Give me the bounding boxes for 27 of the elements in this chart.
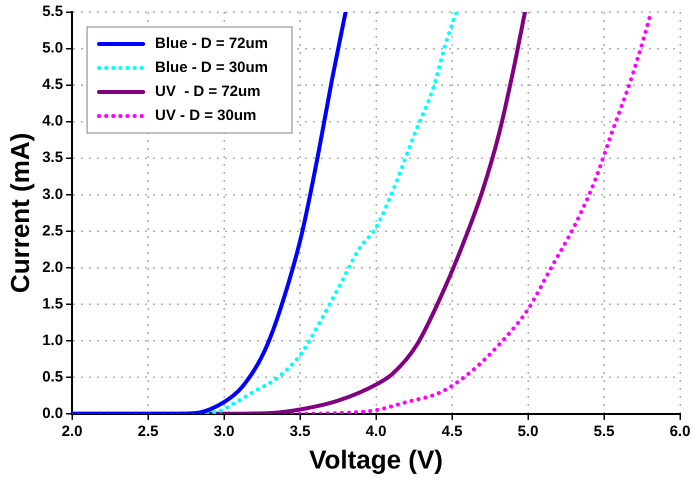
x-axis-title: Voltage (V) <box>309 444 443 475</box>
x-tick-label: 5.0 <box>518 422 538 440</box>
y-tick-label: 5.5 <box>42 3 64 20</box>
y-tick-label: 0.5 <box>42 368 64 386</box>
legend-label: Blue - D = 72um <box>155 35 268 52</box>
y-tick-label: 2.5 <box>42 222 64 240</box>
y-tick-label: 1.5 <box>42 295 64 312</box>
y-tick-label: 3.0 <box>42 186 64 203</box>
x-tick-label: 5.5 <box>594 422 614 440</box>
y-tick-label: 2.0 <box>42 258 64 276</box>
legend-label: UV - D = 30um <box>155 107 256 124</box>
x-tick-label: 2.5 <box>138 422 158 440</box>
y-tick-label: 5.0 <box>42 40 64 57</box>
x-tick-label: 2.0 <box>62 422 82 440</box>
x-tick-label: 4.5 <box>442 422 462 440</box>
x-tick-label: 3.5 <box>290 422 310 440</box>
x-tick-label: 4.0 <box>366 422 386 440</box>
y-tick-label: 0.0 <box>42 404 64 422</box>
x-tick-label: 3.0 <box>214 422 234 440</box>
y-tick-label: 3.5 <box>42 149 64 166</box>
y-tick-label: 4.5 <box>42 76 64 94</box>
legend-label: Blue - D = 30um <box>155 59 268 76</box>
y-axis-title: Current (mA) <box>4 132 35 294</box>
y-tick-label: 1.0 <box>42 332 64 349</box>
y-tick-label: 4.0 <box>42 112 64 130</box>
x-tick-label: 6.0 <box>670 422 690 440</box>
legend-label: UV - D = 72um <box>155 83 261 100</box>
